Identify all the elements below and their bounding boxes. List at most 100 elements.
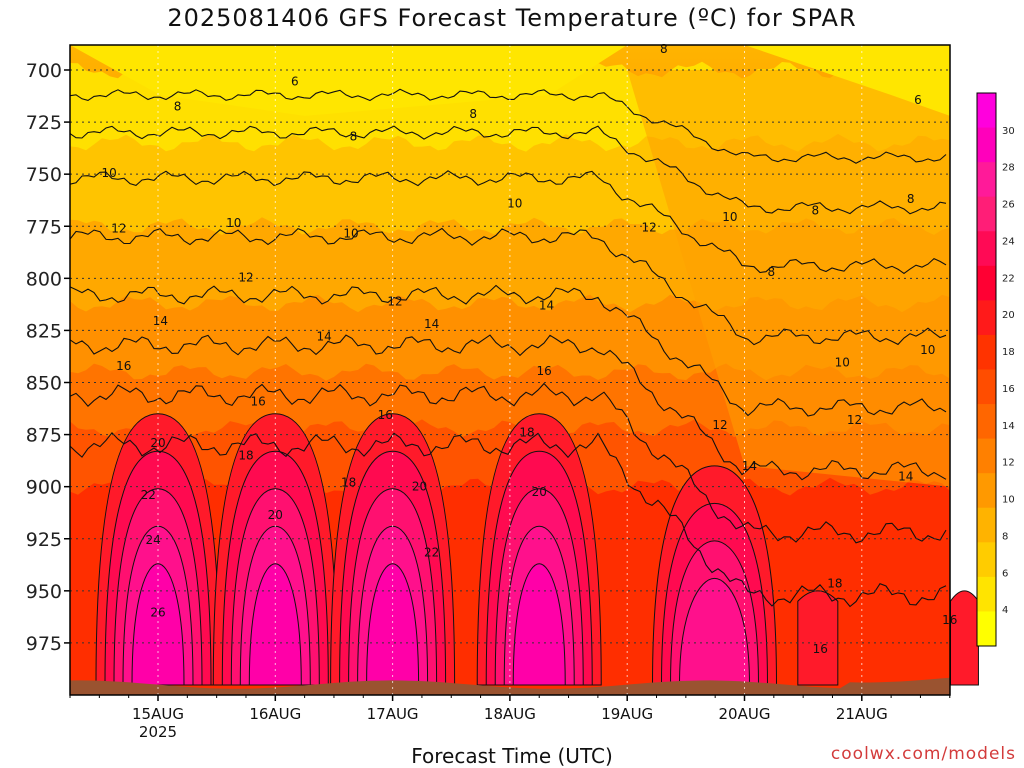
x-tick-label: 17AUG xyxy=(367,705,419,723)
x-tick-label: 21AUG xyxy=(836,705,888,723)
cold-pocket xyxy=(70,45,628,116)
y-tick-label: 750 xyxy=(26,164,62,186)
colorbar-tick-label: 4 xyxy=(1002,605,1008,616)
colorbar-swatch xyxy=(977,127,996,163)
contour-label: 14 xyxy=(424,317,439,331)
contour-labels: 6 6 8 8 8 8 8 8 8 10 10 10 10 10 10 10 12 12 12 12 12 12 14 14 1… xyxy=(101,42,957,656)
warm-plume xyxy=(366,563,420,686)
colorbar-tick-label: 8 xyxy=(1002,531,1008,542)
colorbar-swatch xyxy=(977,473,996,509)
colorbar-tick-label: 12 xyxy=(1002,458,1015,469)
isotherm-line xyxy=(69,334,947,481)
contour-label: 10 xyxy=(226,216,241,230)
contour-label: 14 xyxy=(539,298,554,312)
isotherm-line xyxy=(69,170,947,275)
contour-label: 14 xyxy=(742,459,757,473)
temperature-field xyxy=(70,45,979,696)
contour-label: 8 xyxy=(812,204,820,218)
colorbar-tick-label: 14 xyxy=(1002,421,1015,432)
colorbar-swatch xyxy=(977,576,996,612)
colorbar-tick-label: 20 xyxy=(1002,310,1015,321)
x-axis-title: Forecast Time (UTC) xyxy=(411,744,613,768)
chart-title: 2025081406 GFS Forecast Temperature (ºC)… xyxy=(167,4,857,32)
colorbar-tick-label: 26 xyxy=(1002,200,1015,211)
terrain-ground xyxy=(70,676,950,695)
x-tick-label: 18AUG xyxy=(484,705,536,723)
contour-label: 8 xyxy=(174,99,182,113)
colorbar-swatch xyxy=(977,369,996,405)
contour-label: 22 xyxy=(424,545,439,559)
colorbar-tick-label: 28 xyxy=(1002,163,1015,174)
contour-label: 24 xyxy=(145,533,160,547)
contour-label: 10 xyxy=(835,356,850,370)
warm-patch xyxy=(797,590,839,686)
contour-label: 18 xyxy=(827,577,842,591)
contour-label: 26 xyxy=(150,606,165,620)
isotherm-line xyxy=(69,227,947,346)
warm-patch xyxy=(949,590,979,686)
colorbar-swatch xyxy=(977,231,996,267)
contour-label: 10 xyxy=(101,166,116,180)
contour-label: 22 xyxy=(141,488,156,502)
colorbar: 4 6 8 10 12 14 16 18 20 22 24 26 28 30 xyxy=(976,92,1015,647)
warm-plume xyxy=(512,563,566,686)
x-tick-label: 16AUG xyxy=(249,705,301,723)
contour-label: 12 xyxy=(642,220,657,234)
y-tick-label: 775 xyxy=(26,216,62,238)
colorbar-tick-label: 24 xyxy=(1002,236,1015,247)
y-axis: 700 725 750 775 800 825 850 875 900 925 950 975 xyxy=(26,60,70,655)
contour-label: 10 xyxy=(507,196,522,210)
ground-surface xyxy=(70,676,950,695)
contour-label: 12 xyxy=(238,270,253,284)
contour-label: 16 xyxy=(116,359,131,373)
contour-label: 20 xyxy=(532,485,547,499)
contour-label: 8 xyxy=(350,130,358,144)
warm-plume xyxy=(131,563,185,686)
colorbar-swatch xyxy=(977,265,996,301)
contour-label: 8 xyxy=(469,107,477,121)
y-tick-label: 825 xyxy=(26,320,62,342)
isotherm-line xyxy=(69,284,947,417)
contour-label: 12 xyxy=(847,413,862,427)
contour-label: 16 xyxy=(251,394,266,408)
warm-plume xyxy=(248,563,302,686)
contour-label: 10 xyxy=(343,227,358,241)
contour-lines xyxy=(69,88,947,608)
x-tick-sublabel: 2025 xyxy=(139,723,177,741)
contour-label: 16 xyxy=(378,408,393,422)
y-tick-label: 700 xyxy=(26,60,62,82)
x-tick-label: 15AUG xyxy=(132,705,184,723)
colorbar-swatch xyxy=(977,438,996,474)
x-tick-label: 20AUG xyxy=(719,705,771,723)
contour-label: 14 xyxy=(153,314,168,328)
contour-label: 18 xyxy=(519,426,534,440)
contour-label: 18 xyxy=(341,476,356,490)
warm-plume xyxy=(678,577,751,686)
colorbar-swatch xyxy=(977,93,996,129)
contour-label: 20 xyxy=(268,508,283,522)
y-tick-label: 875 xyxy=(26,425,62,447)
grid-lines xyxy=(70,45,950,695)
credit-link[interactable]: coolwx.com/models xyxy=(830,744,1016,764)
cold-pocket xyxy=(744,45,950,116)
contour-label: 14 xyxy=(898,469,913,483)
colorbar-tick-label: 18 xyxy=(1002,347,1015,358)
colorbar-frame xyxy=(976,92,997,647)
y-tick-label: 975 xyxy=(26,633,62,655)
colorbar-tick-label: 16 xyxy=(1002,384,1015,395)
colorbar-swatch xyxy=(977,162,996,198)
contour-label: 6 xyxy=(291,74,299,88)
y-tick-label: 950 xyxy=(26,581,62,603)
contour-label: 6 xyxy=(914,93,922,107)
contour-label: 16 xyxy=(536,364,551,378)
contour-label: 8 xyxy=(660,42,668,56)
colorbar-swatch xyxy=(977,542,996,578)
contour-label: 10 xyxy=(722,210,737,224)
isotherm-line xyxy=(69,88,947,164)
contour-label: 20 xyxy=(150,436,165,450)
colorbar-swatch xyxy=(977,334,996,370)
colorbar-swatch xyxy=(977,404,996,440)
contour-label: 12 xyxy=(111,221,126,235)
contour-label: 20 xyxy=(412,480,427,494)
contour-label: 16 xyxy=(813,642,828,656)
